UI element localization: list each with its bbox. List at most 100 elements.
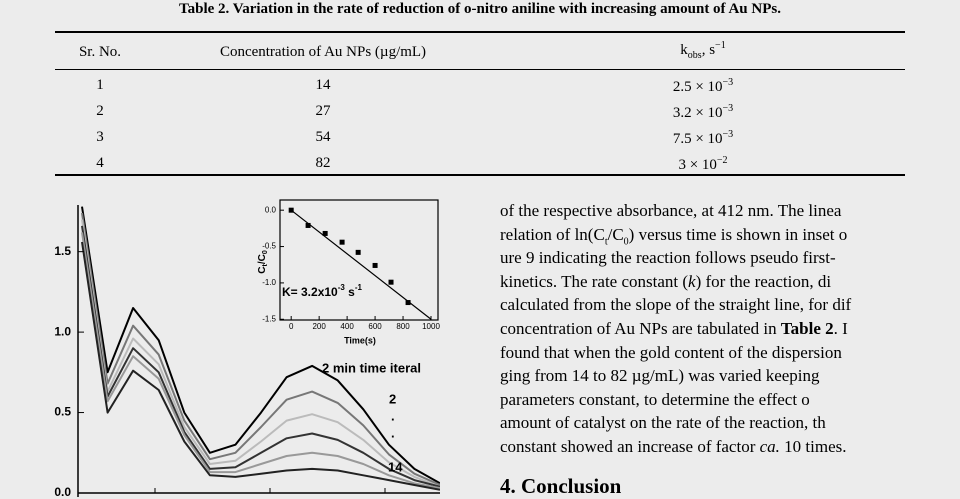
text-run: ca. bbox=[759, 436, 780, 456]
table-cell: 14 bbox=[315, 77, 331, 93]
inset-y-tick-label: -1.0 bbox=[262, 278, 276, 287]
header-text: , s bbox=[701, 42, 716, 58]
table-rule bbox=[55, 69, 905, 70]
cell-sup: −3 bbox=[722, 77, 734, 88]
text-run: ) for the reaction, di bbox=[695, 271, 832, 291]
paragraph: of the respective absorbance, at 412 nm.… bbox=[500, 199, 905, 459]
label-sub: 0 bbox=[262, 250, 269, 254]
text-run: calculated from the slope of the straigh… bbox=[500, 295, 852, 315]
text-run: relation of ln(C bbox=[500, 224, 605, 244]
inset-y-tick-label: -1.5 bbox=[262, 314, 276, 323]
table-rule bbox=[55, 31, 905, 33]
table-cell: 2.5 × 10−3 bbox=[673, 77, 733, 96]
inset-x-tick-label: 200 bbox=[312, 322, 326, 331]
inset-x-label: Time(s) bbox=[344, 335, 376, 345]
text-run: concentration of Au NPs are tabulated in bbox=[500, 318, 781, 338]
cell-text: 3.2 × 10 bbox=[672, 105, 723, 121]
label-part: /C bbox=[257, 254, 268, 264]
cell-sup: −3 bbox=[722, 103, 734, 114]
annotation: 2 min time iteral bbox=[322, 360, 421, 375]
table-header: Concentration of Au NPs (µg/mL) bbox=[219, 44, 427, 60]
spectrum-line bbox=[81, 212, 440, 486]
text-line: found that when the gold content of the … bbox=[500, 341, 905, 365]
text-line: parameters constant, to determine the ef… bbox=[500, 388, 905, 412]
table-cell: 82 bbox=[315, 155, 331, 171]
text-run: Table 2 bbox=[780, 318, 834, 338]
data-point bbox=[355, 249, 361, 255]
text-line: ure 9 indicating the reaction follows ps… bbox=[500, 246, 905, 270]
inset-frame bbox=[279, 199, 439, 321]
section-title: 4. Conclusion bbox=[500, 474, 622, 498]
text-run: . I bbox=[833, 318, 848, 338]
anno-sup: -3 bbox=[338, 283, 346, 292]
inset-x-tick-label: 400 bbox=[340, 322, 354, 331]
table-cell: 3.2 × 10−3 bbox=[673, 103, 733, 122]
cell-sup: −2 bbox=[716, 155, 728, 166]
text-run: 10 times. bbox=[779, 436, 847, 456]
text-line: kinetics. The rate constant (k) for the … bbox=[500, 270, 905, 294]
table-header: kobs, s−1 bbox=[680, 40, 725, 61]
text-run: parameters constant, to determine the ef… bbox=[500, 389, 810, 409]
header-text: k bbox=[680, 42, 688, 58]
cell-text: 7.5 × 10 bbox=[672, 131, 723, 147]
inset-y-tick-label: -0.5 bbox=[262, 242, 276, 251]
inset-x-tick-label: 800 bbox=[396, 322, 410, 331]
inset-y-label: Ct/C0 bbox=[257, 250, 269, 274]
data-point bbox=[405, 300, 411, 306]
cell-text: 2.5 × 10 bbox=[672, 79, 723, 95]
table-rule bbox=[55, 174, 905, 176]
table-cell: 4 bbox=[96, 155, 104, 171]
table-cell: 54 bbox=[315, 129, 331, 145]
data-point bbox=[322, 230, 328, 236]
cell-sup: −3 bbox=[722, 129, 734, 140]
annotation: 14 bbox=[388, 459, 403, 474]
anno-sup: -1 bbox=[355, 283, 363, 292]
spectrum-line bbox=[81, 206, 440, 485]
table-caption: Table 2. Variation in the rate of reduct… bbox=[179, 1, 781, 17]
text-line: relation of ln(Ct/C0) versus time is sho… bbox=[500, 223, 905, 247]
table-header: Sr. No. bbox=[78, 44, 122, 60]
y-tick-label: 1.5 bbox=[54, 244, 71, 258]
text-line: amount of catalyst on the rate of the re… bbox=[500, 411, 905, 435]
y-tick-label: 1.0 bbox=[54, 324, 71, 338]
anno-part: s bbox=[345, 285, 355, 299]
inset-x-tick-label: 600 bbox=[368, 322, 382, 331]
inset-annotation: K= 3.2x10-3 s-1 bbox=[282, 283, 363, 299]
y-tick-label: 0.5 bbox=[54, 405, 71, 419]
text-line: ging from 14 to 82 µg/mL) was varied kee… bbox=[500, 364, 905, 388]
spectrum-line bbox=[81, 219, 440, 488]
y-tick-label: 0.0 bbox=[54, 485, 71, 497]
label-part: C bbox=[257, 267, 268, 274]
data-point bbox=[339, 239, 345, 245]
text-run: constant showed an increase of factor bbox=[500, 436, 760, 456]
text-line: of the respective absorbance, at 412 nm.… bbox=[500, 199, 905, 223]
annotation: . bbox=[391, 408, 395, 423]
inset-x-tick-label: 0 bbox=[289, 322, 294, 331]
table-cell: 3 × 10−2 bbox=[678, 155, 727, 174]
text-line: calculated from the slope of the straigh… bbox=[500, 293, 905, 317]
annotation: . bbox=[391, 425, 395, 440]
spectrum-line bbox=[81, 225, 440, 488]
text-run: ging from 14 to 82 µg/mL) was varied kee… bbox=[500, 366, 820, 386]
table-cell: 27 bbox=[315, 103, 331, 119]
text-run: t bbox=[604, 235, 608, 247]
data-point bbox=[305, 222, 311, 228]
table-cell: 2 bbox=[96, 103, 104, 119]
text-line: constant showed an increase of factor ca… bbox=[500, 435, 905, 459]
text-line: concentration of Au NPs are tabulated in… bbox=[500, 317, 905, 341]
cell-text: 3 × 10 bbox=[678, 157, 717, 173]
annotation: 2 bbox=[389, 391, 396, 406]
text-run: found that when the gold content of the … bbox=[500, 342, 842, 362]
inset-y-tick-label: 0.0 bbox=[265, 205, 277, 214]
text-run: of the respective absorbance, at 412 nm.… bbox=[500, 201, 842, 220]
data-point bbox=[288, 207, 294, 213]
table-cell: 1 bbox=[96, 77, 104, 93]
anno-part: K= 3.2x10 bbox=[282, 285, 338, 299]
text-run: 0 bbox=[623, 235, 629, 247]
data-point bbox=[388, 279, 394, 285]
text-run: amount of catalyst on the rate of the re… bbox=[500, 413, 826, 433]
text-run: k bbox=[688, 271, 696, 291]
text-run: /C bbox=[607, 224, 624, 244]
